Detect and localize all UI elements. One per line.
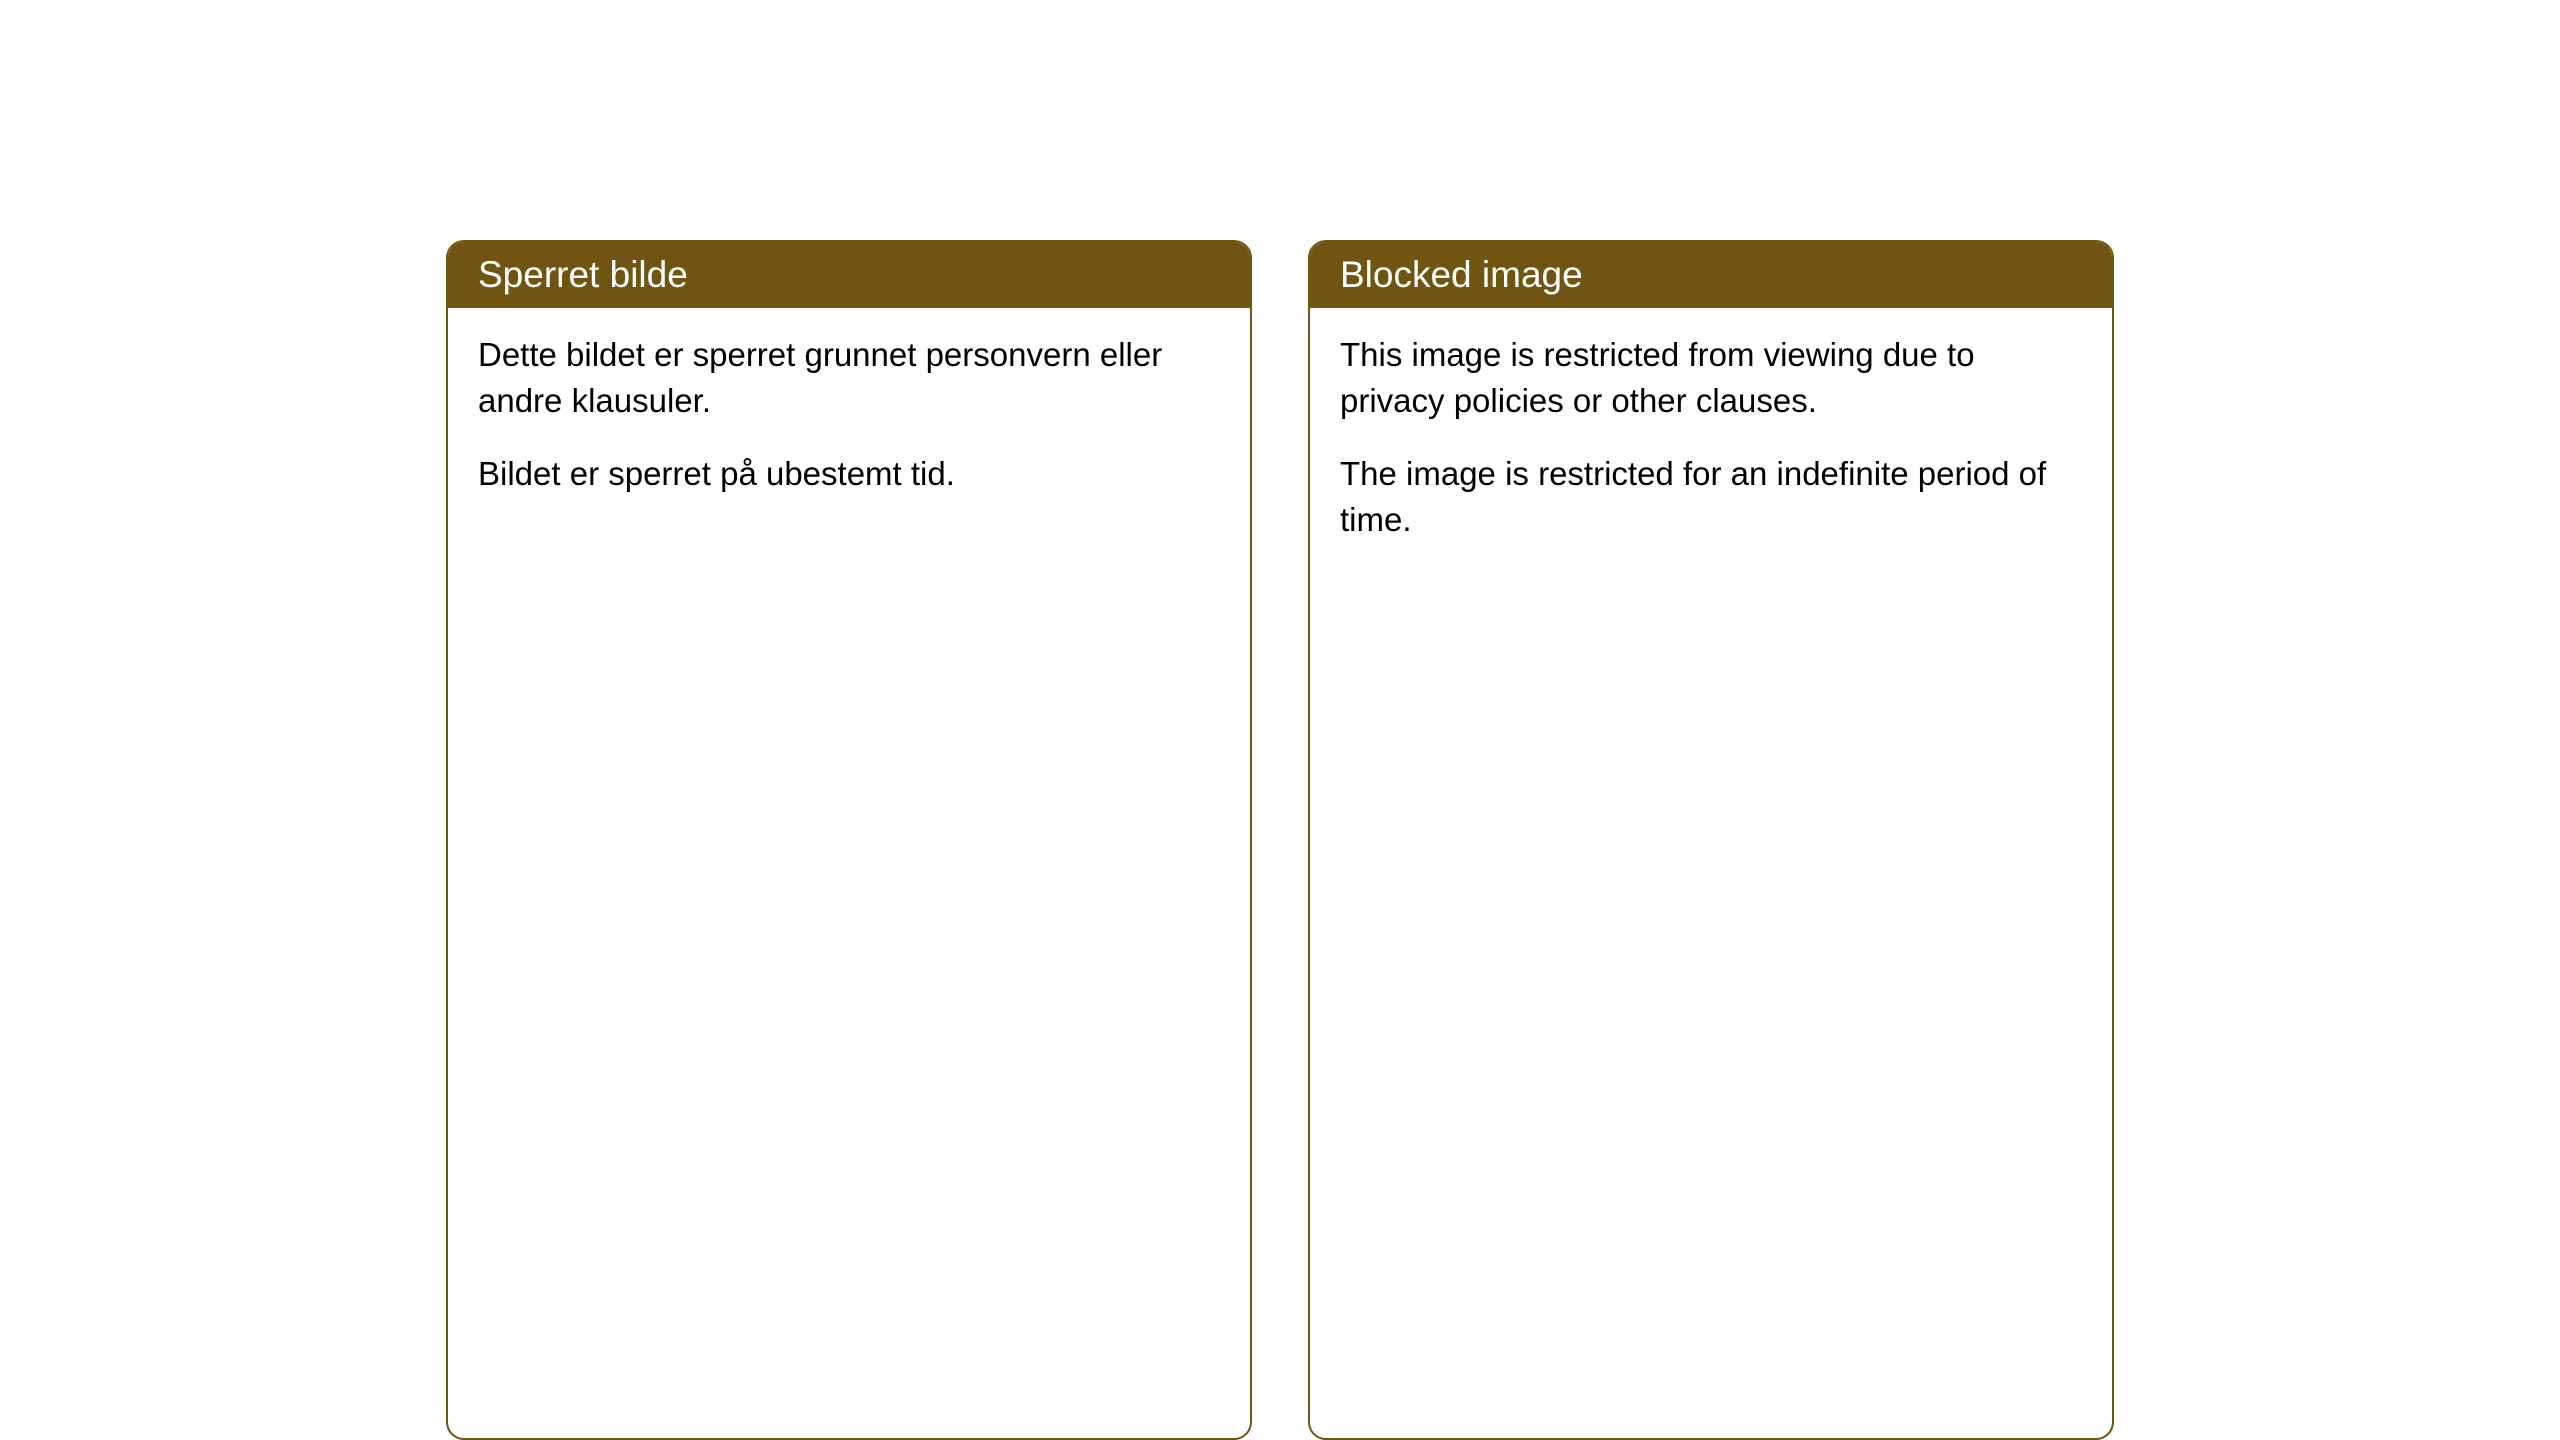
card-header: Blocked image bbox=[1310, 242, 2112, 308]
card-header: Sperret bilde bbox=[448, 242, 1250, 308]
notice-paragraph-1: This image is restricted from viewing du… bbox=[1340, 332, 2082, 423]
notice-card-english: Blocked image This image is restricted f… bbox=[1308, 240, 2114, 1440]
card-body: Dette bildet er sperret grunnet personve… bbox=[448, 308, 1250, 541]
notice-paragraph-1: Dette bildet er sperret grunnet personve… bbox=[478, 332, 1220, 423]
notice-card-norwegian: Sperret bilde Dette bildet er sperret gr… bbox=[446, 240, 1252, 1440]
notice-paragraph-2: Bildet er sperret på ubestemt tid. bbox=[478, 451, 1220, 497]
card-body: This image is restricted from viewing du… bbox=[1310, 308, 2112, 586]
notice-paragraph-2: The image is restricted for an indefinit… bbox=[1340, 451, 2082, 542]
notice-cards-container: Sperret bilde Dette bildet er sperret gr… bbox=[446, 240, 2114, 1440]
